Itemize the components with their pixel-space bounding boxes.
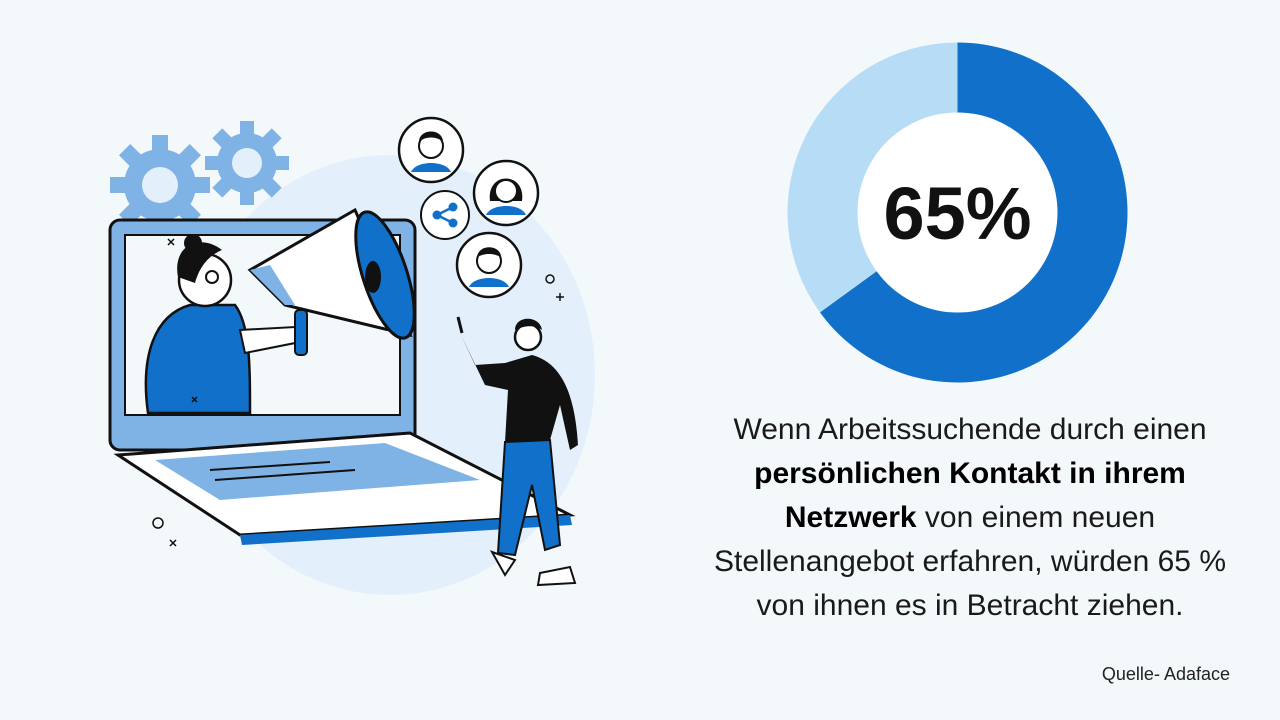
man-figure — [456, 316, 578, 587]
sparkle-decoration — [152, 238, 564, 547]
avatar-icon — [397, 116, 465, 184]
donut-hole — [857, 112, 1058, 313]
megaphone-icon — [247, 207, 416, 356]
description-part1: Wenn Arbeitssuchende durch einen — [733, 413, 1207, 446]
description-text: Wenn Arbeitssuchende durch einen persönl… — [690, 408, 1250, 628]
woman-figure — [144, 234, 296, 415]
donut-chart: 65% — [787, 42, 1128, 383]
donut-center-value: 65% — [883, 172, 1031, 255]
avatar-icon — [455, 231, 523, 299]
avatar-icon — [472, 159, 540, 227]
description-part2: von einem neuen Stellenangebot erfahren,… — [713, 501, 1227, 622]
share-icon — [420, 190, 470, 240]
source-label: Quelle- Adaface — [1101, 664, 1230, 684]
description-bold: persönlichen Kontakt in ihrem Netzwerk — [754, 457, 1186, 534]
illustration — [108, 116, 595, 595]
gear-icon — [205, 121, 289, 205]
